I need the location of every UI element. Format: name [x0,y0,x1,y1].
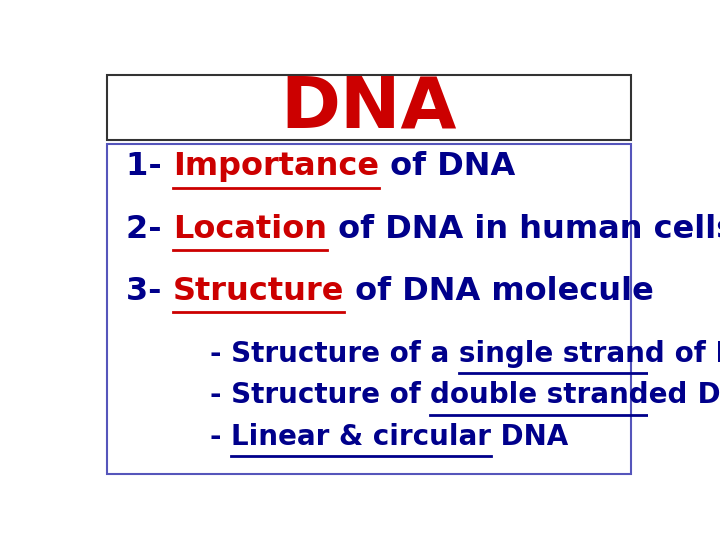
Text: single strand: single strand [459,340,665,368]
FancyBboxPatch shape [107,144,631,474]
Text: double stranded: double stranded [431,381,688,409]
Text: Location: Location [173,213,327,245]
Text: of DNA: of DNA [665,340,720,368]
Text: - Structure of: - Structure of [210,381,431,409]
Text: Importance: Importance [173,151,379,182]
Text: of DNA in human cells: of DNA in human cells [327,213,720,245]
Text: of DNA: of DNA [379,151,516,182]
Text: - Structure of a: - Structure of a [210,340,459,368]
FancyBboxPatch shape [107,75,631,140]
Text: 3-: 3- [126,276,173,307]
Text: DNA: DNA [281,74,457,143]
Text: 1-: 1- [126,151,173,182]
Text: Linear & circular: Linear & circular [231,423,491,451]
Text: of DNA molecule: of DNA molecule [344,276,654,307]
Text: -: - [210,423,231,451]
Text: Structure: Structure [173,276,344,307]
Text: DNA: DNA [491,423,568,451]
Text: 2-: 2- [126,213,173,245]
Text: DNA: DNA [688,381,720,409]
